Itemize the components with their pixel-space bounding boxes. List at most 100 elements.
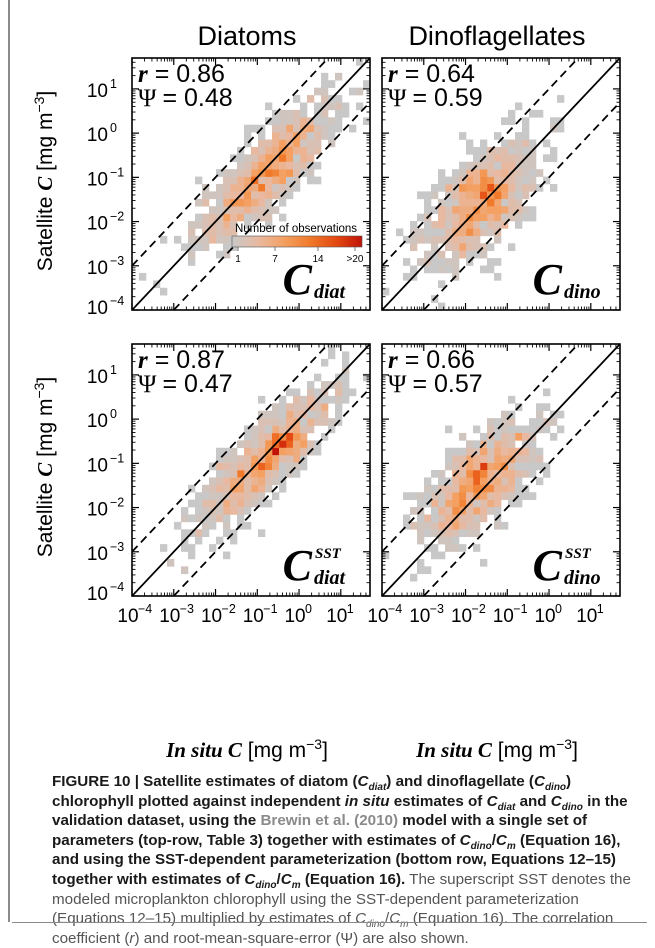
heatmap-cell — [438, 521, 446, 530]
heatmap-cell — [459, 184, 467, 192]
heatmap-cell — [529, 176, 537, 185]
heatmap-cell — [494, 425, 502, 434]
heatmap-cell — [508, 154, 516, 163]
correlation-stat: r = 0.87 — [138, 346, 225, 374]
y-tick-label: 10 — [87, 258, 108, 279]
heatmap-cell — [501, 117, 509, 125]
heatmap-cell — [272, 161, 280, 170]
heatmap-cell — [424, 206, 432, 214]
heatmap-cell — [508, 440, 516, 449]
heatmap-cell — [300, 395, 308, 404]
heatmap-cell — [272, 117, 280, 125]
heatmap-cell — [529, 492, 537, 500]
heatmap-cell — [244, 161, 252, 170]
heatmap-cell — [244, 213, 252, 222]
heatmap-cell — [452, 243, 460, 251]
heatmap-cell — [307, 425, 315, 434]
heatmap-cell — [536, 109, 544, 118]
heatmap-cell — [438, 206, 446, 214]
heatmap-cell — [363, 373, 370, 382]
product-subscript: dino — [564, 281, 601, 303]
heatmap-cell — [265, 102, 273, 111]
heatmap-cell — [188, 544, 196, 552]
heatmap-cell — [293, 154, 301, 163]
heatmap-cell — [237, 499, 245, 508]
heatmap-cell — [445, 176, 453, 185]
panel-3 — [132, 344, 370, 596]
heatmap-cell — [223, 462, 231, 471]
heatmap-cell — [244, 191, 252, 200]
x-tick-label: 10 — [493, 606, 514, 627]
heatmap-cell — [293, 395, 301, 404]
citation-link[interactable]: Brewin et al. (2010) — [260, 812, 399, 830]
heatmap-cell — [473, 176, 481, 185]
heatmap-cell — [452, 221, 460, 229]
heatmap-cell — [466, 447, 474, 456]
heatmap-cell — [223, 176, 231, 185]
lower-decade-line — [423, 101, 620, 310]
heatmap-cell — [494, 154, 502, 163]
heatmap-cell — [417, 492, 425, 500]
y-tick-exponent: −2 — [110, 496, 124, 510]
heatmap-cell — [417, 566, 425, 575]
heatmap-cell — [195, 536, 203, 545]
heatmap-cell — [550, 146, 558, 155]
x-tick-label: 10 — [409, 606, 430, 627]
heatmap-cell — [473, 484, 481, 493]
heatmap-cell — [244, 132, 252, 140]
heatmap-cell — [459, 529, 467, 537]
heatmap-cell — [258, 529, 266, 537]
heatmap-cell — [438, 250, 446, 259]
heatmap-cell — [466, 243, 474, 251]
heatmap-cell — [508, 470, 516, 478]
heatmap-cell — [188, 514, 196, 523]
heatmap-cell — [342, 109, 350, 118]
heatmap-cell — [410, 507, 418, 515]
heatmap-cell — [438, 213, 446, 222]
heatmap-cell — [272, 462, 280, 471]
heatmap-cell — [459, 132, 467, 140]
heatmap-cell — [216, 455, 224, 463]
heatmap-cell — [508, 109, 516, 118]
heatmap-cell — [466, 228, 474, 237]
heatmap-cell — [459, 477, 467, 486]
heatmap-cell — [459, 228, 467, 237]
heatmap-cell — [293, 169, 301, 177]
heatmap-cell — [550, 432, 558, 441]
heatmap-cell — [494, 477, 502, 486]
heatmap-cell — [279, 425, 287, 434]
heatmap-cell — [265, 410, 273, 419]
heatmap-cell — [515, 477, 523, 486]
heatmap-cell — [431, 551, 439, 560]
colorbar: Number of observations 1 7 14 >20 — [231, 223, 364, 265]
heatmap-cell — [487, 455, 495, 463]
heatmap-cell — [480, 213, 488, 222]
heatmap-cell — [487, 154, 495, 163]
heatmap-cell — [328, 124, 336, 133]
heatmap-cell — [230, 529, 238, 537]
heatmap-cell — [501, 477, 509, 486]
heatmap-cell — [445, 544, 453, 552]
heatmap-cell — [452, 521, 460, 530]
heatmap-cell — [431, 265, 439, 274]
heatmap-cell — [321, 117, 329, 125]
heatmap-cell — [230, 462, 238, 471]
heatmap-cell — [438, 265, 446, 274]
heatmap-cell — [258, 184, 266, 192]
heatmap-cell — [363, 80, 370, 88]
heatmap-cell — [237, 161, 245, 170]
heatmap-cell — [300, 117, 308, 125]
heatmap-cell — [202, 492, 210, 500]
heatmap-cell — [244, 206, 252, 214]
heatmap-cell — [501, 146, 509, 155]
figure-10-chart: Diatoms Dinoflagellates Satellite C [mg … — [31, 21, 621, 762]
heatmap-cell — [237, 455, 245, 463]
heatmap-cell — [473, 462, 481, 471]
heatmap-cell — [452, 499, 460, 508]
heatmap-cell — [307, 132, 315, 140]
heatmap-cell — [335, 117, 343, 125]
heatmap-cell — [522, 132, 530, 140]
heatmap-cell — [279, 440, 287, 449]
heatmap-cell — [300, 440, 308, 449]
heatmap-cell — [466, 221, 474, 229]
